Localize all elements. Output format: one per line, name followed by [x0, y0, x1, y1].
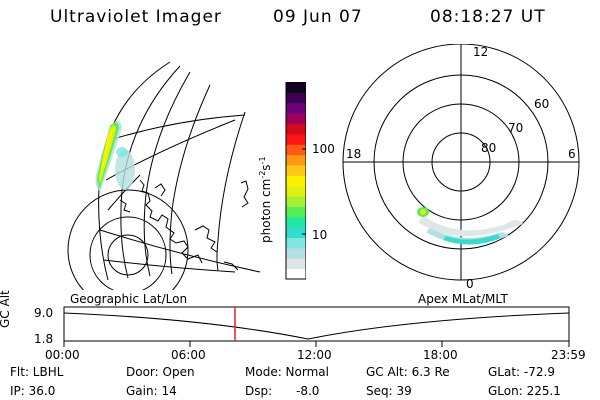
colorbar-stripe [286, 154, 306, 166]
timeline-ymin: 1.8 [34, 332, 54, 346]
filter-info: Flt: LBHL [10, 365, 64, 379]
door-info: Door: Open [126, 365, 195, 379]
colorbar-tick-100: 100 [312, 142, 335, 156]
colorbar-unit-mid: s [259, 164, 273, 171]
glon-info: GLon: 225.1 [488, 384, 561, 398]
colorbar-stripe [286, 216, 306, 228]
ip-info: IP: 36.0 [10, 384, 56, 398]
colorbar [268, 81, 307, 282]
dsp-info: Dsp: [245, 384, 273, 398]
polar-label-18: 18 [346, 147, 361, 161]
dsp-value: -8.0 [296, 384, 320, 398]
colorbar-stripe [286, 227, 306, 239]
colorbar-stripe [286, 268, 306, 280]
polar-label-80: 80 [481, 141, 496, 155]
coastline [119, 179, 249, 271]
colorbar-stripe [286, 123, 306, 135]
xtick-2359: 23:59 [551, 348, 586, 362]
mode-info: Mode: Normal [245, 365, 329, 379]
polar-label-0: 0 [466, 277, 474, 291]
seq-info: Seq: 39 [366, 384, 412, 398]
colorbar-stripe [286, 258, 306, 270]
timeline-ylabel: GC Alt [0, 290, 12, 328]
colorbar-stripe [286, 185, 306, 197]
polar-label-60: 60 [534, 97, 549, 111]
polar-plot: 12 60 70 80 18 6 0 [342, 44, 580, 291]
colorbar-tick-10: 10 [312, 228, 328, 242]
colorbar-stripe [286, 237, 306, 249]
polar-label-70: 70 [508, 121, 523, 135]
polar-label-6: 6 [568, 147, 576, 161]
colorbar-stripe [286, 144, 306, 156]
colorbar-stripe [286, 175, 306, 187]
colorbar-unit-label: photon cm-2s-1 [258, 156, 273, 243]
timeline-left-label: Geographic Lat/Lon [70, 292, 188, 306]
app-title: Ultraviolet Imager [50, 7, 222, 27]
colorbar-stripe [286, 196, 306, 207]
xtick-1200: 12:00 [297, 348, 332, 362]
colorbar-stripe [286, 102, 306, 114]
colorbar-stripe [286, 164, 306, 176]
colorbar-stripe [286, 206, 306, 218]
colorbar-stripe [286, 92, 306, 104]
colorbar-stripe [286, 113, 306, 124]
xtick-0600: 06:00 [171, 348, 206, 362]
colorbar-unit-exp1: -2 [258, 170, 267, 179]
xtick-0000: 00:00 [45, 348, 80, 362]
xtick-1800: 18:00 [423, 348, 458, 362]
gain-info: Gain: 14 [126, 384, 177, 398]
polar-aurora [417, 207, 523, 245]
colorbar-unit-exp2: -1 [258, 156, 267, 165]
geographic-map [67, 61, 261, 290]
timeline-right-label: Apex MLat/MLT [418, 292, 508, 306]
aurora-emission [95, 120, 135, 192]
polar-label-12: 12 [473, 45, 488, 59]
timeline-plot [63, 306, 570, 347]
gcalt-info: GC Alt: 6.3 Re [366, 365, 450, 379]
timeline-ymax: 9.0 [34, 306, 54, 320]
colorbar-stripe [286, 133, 306, 145]
time-label: 08:18:27 UT [430, 7, 546, 27]
colorbar-stripe [286, 247, 306, 259]
colorbar-unit-text: photon cm [259, 178, 273, 243]
glat-info: GLat: -72.9 [488, 365, 555, 379]
date-label: 09 Jun 07 [273, 7, 363, 27]
colorbar-stripe [286, 82, 306, 93]
